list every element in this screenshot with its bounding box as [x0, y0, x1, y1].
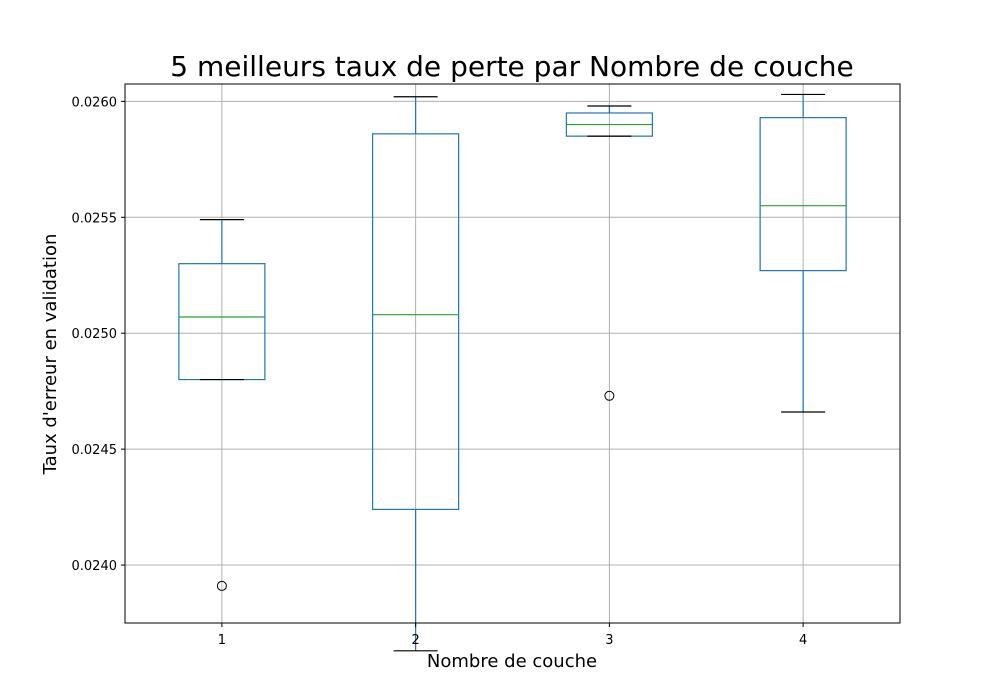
chart-title: 5 meilleurs taux de perte par Nombre de …: [170, 50, 853, 83]
iqr-box: [372, 133, 460, 511]
y-tick-label: 0.0245: [72, 443, 118, 458]
box-group-3: [565, 105, 653, 401]
x-tick-label: 1: [218, 633, 226, 648]
boxes: [178, 93, 847, 652]
x-tick-label: 3: [605, 633, 613, 648]
box-group-2: [372, 96, 460, 652]
outlier-point: [604, 390, 615, 401]
x-axis-label: Nombre de couche: [427, 651, 597, 672]
plot-frame: [124, 83, 901, 624]
y-tick-label: 0.0240: [72, 559, 118, 574]
outlier-point: [216, 580, 227, 591]
y-tick-label: 0.0250: [72, 327, 118, 342]
x-tick-label: 4: [799, 633, 807, 648]
y-axis-label: Taux d'erreur en validation: [40, 234, 61, 476]
y-tick-label: 0.0255: [72, 211, 118, 226]
x-tick-label: 2: [411, 633, 419, 648]
y-tick-label: 0.0260: [72, 95, 118, 110]
iqr-box: [759, 117, 847, 272]
ticks: 0.0240 0.0245 0.0250 0.0255 0.0260 1 2 3 4: [72, 95, 808, 648]
box-group-1: [178, 219, 266, 591]
box-group-4: [759, 93, 847, 413]
